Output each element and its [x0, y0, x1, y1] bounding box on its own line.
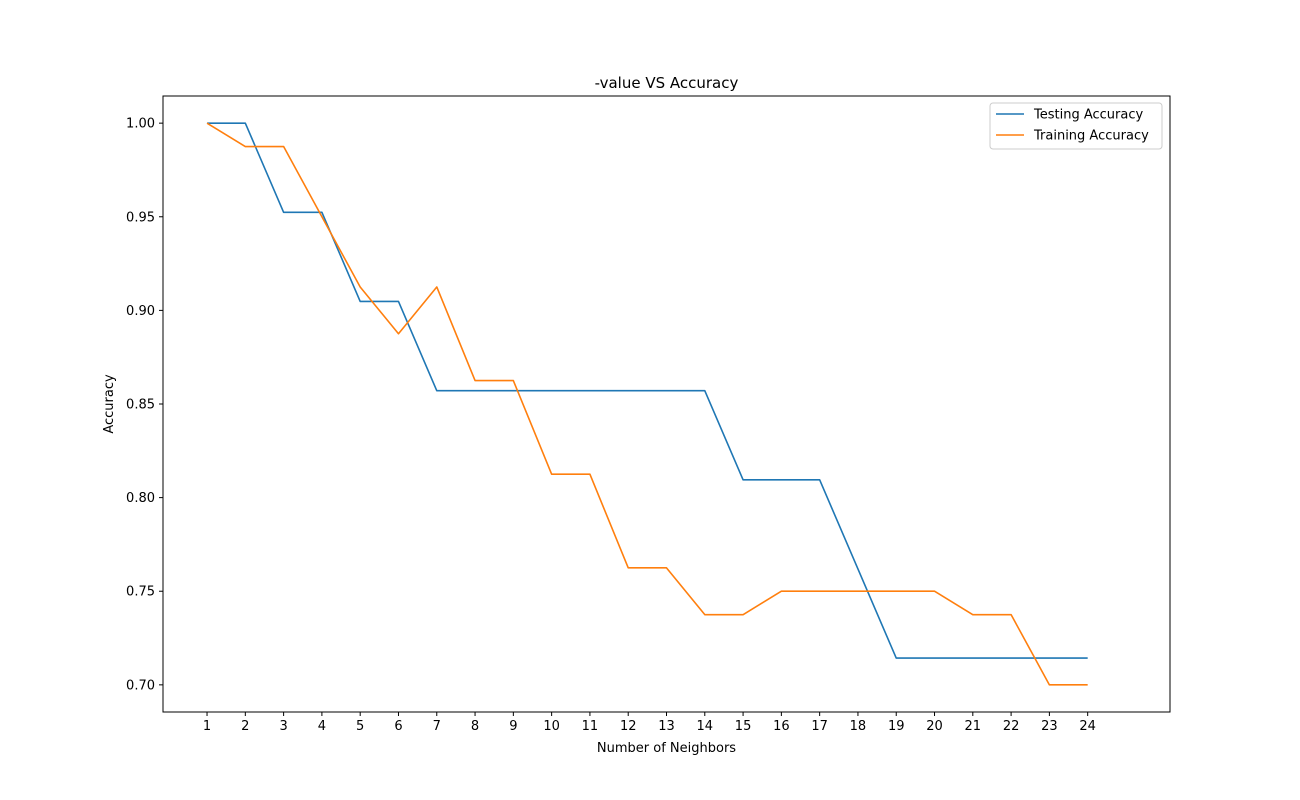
- x-tick-label: 5: [356, 719, 364, 734]
- x-tick-label: 22: [1003, 719, 1020, 734]
- x-tick-label: 24: [1079, 719, 1096, 734]
- series-line-testing-accuracy: [207, 122, 1088, 659]
- x-tick-label: 7: [433, 719, 441, 734]
- series-layer: [206, 122, 1088, 686]
- x-tick-label: 10: [543, 719, 560, 734]
- y-tick-label: 0.70: [126, 678, 155, 693]
- legend-label: Training Accuracy: [1033, 129, 1149, 144]
- x-axis: 1 2 3 4 5 6 7 8 9 10 11 12 13 14 15 16 17 18 19 20 21 22 23 24: [203, 712, 1096, 734]
- x-tick-label: 19: [888, 719, 905, 734]
- y-tick-label: 0.75: [126, 585, 155, 600]
- y-axis: 0.70 0.75 0.80 0.85 0.90 0.95 1.00: [126, 117, 163, 693]
- x-tick-label: 1: [203, 719, 211, 734]
- legend-label: Testing Accuracy: [1033, 108, 1143, 123]
- x-tick-label: 2: [241, 719, 249, 734]
- x-tick-label: 12: [620, 719, 637, 734]
- x-tick-label: 9: [509, 719, 517, 734]
- x-tick-label: 13: [658, 719, 675, 734]
- y-axis-label: Accuracy: [102, 374, 117, 434]
- x-tick-label: 21: [965, 719, 982, 734]
- legend: Testing Accuracy Training Accuracy: [989, 102, 1163, 150]
- x-tick-label: 8: [471, 719, 479, 734]
- x-tick-label: 11: [582, 719, 599, 734]
- x-tick-label: 20: [926, 719, 943, 734]
- x-tick-label: 18: [850, 719, 867, 734]
- y-tick-label: 1.00: [126, 117, 155, 132]
- x-tick-label: 23: [1041, 719, 1058, 734]
- y-tick-label: 0.95: [126, 210, 155, 225]
- x-tick-label: 17: [811, 719, 828, 734]
- plot-area: [163, 96, 1170, 712]
- x-tick-label: 14: [697, 719, 714, 734]
- x-tick-label: 3: [279, 719, 287, 734]
- y-tick-label: 0.90: [126, 304, 155, 319]
- x-tick-label: 4: [318, 719, 326, 734]
- series-line-training-accuracy: [206, 122, 1088, 686]
- x-tick-label: 16: [773, 719, 790, 734]
- x-tick-label: 6: [394, 719, 402, 734]
- legend-box: [989, 102, 1163, 150]
- y-tick-label: 0.80: [126, 491, 155, 506]
- chart-title: -value VS Accuracy: [595, 74, 739, 92]
- x-tick-label: 15: [735, 719, 752, 734]
- x-axis-label: Number of Neighbors: [597, 741, 736, 756]
- y-tick-label: 0.85: [126, 398, 155, 413]
